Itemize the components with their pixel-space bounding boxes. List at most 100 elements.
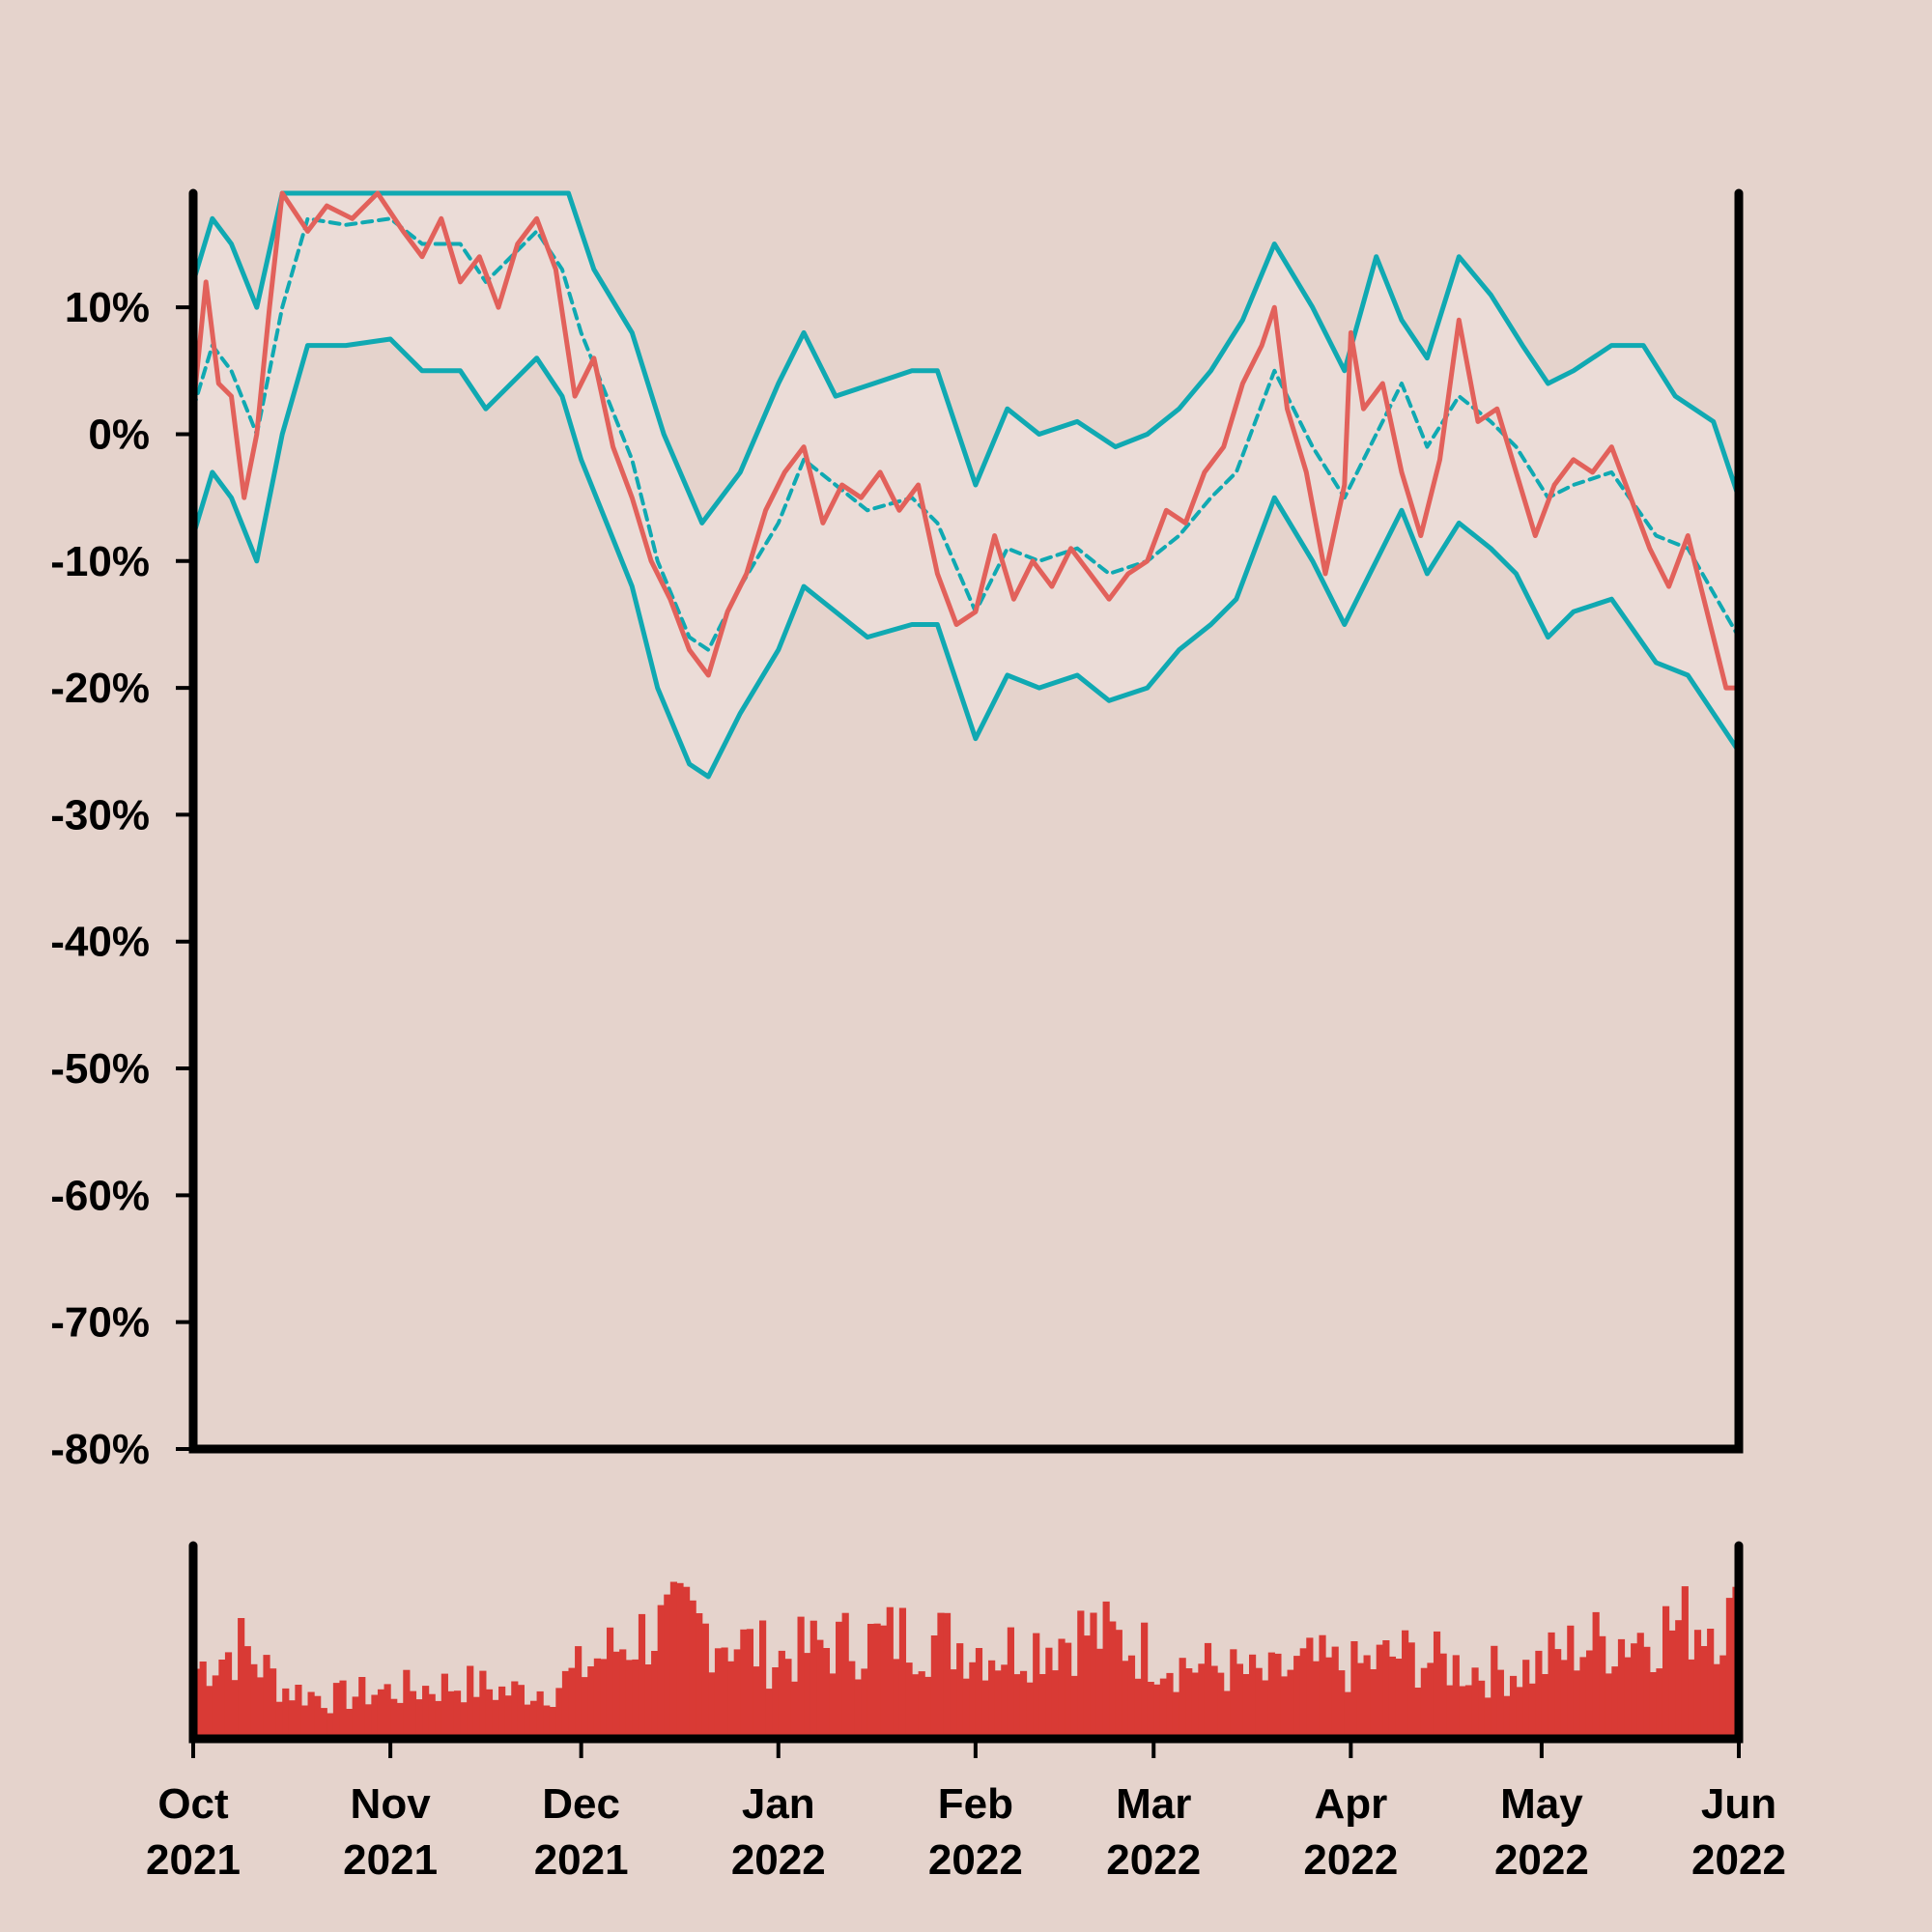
volume-bar [619, 1649, 627, 1739]
volume-bar [517, 1685, 525, 1739]
volume-bar [1548, 1632, 1555, 1739]
volume-bar [206, 1686, 213, 1739]
volume-bar [1605, 1673, 1612, 1739]
volume-bar [320, 1708, 327, 1739]
volume-bar [1077, 1610, 1085, 1739]
volume-bar [1127, 1655, 1136, 1739]
volume-bar [740, 1629, 748, 1739]
y-tick-label: -60% [50, 1172, 150, 1219]
volume-bar [1509, 1675, 1518, 1739]
volume-bar [371, 1694, 379, 1739]
volume-bar [1262, 1680, 1269, 1739]
volume-bar [1631, 1643, 1638, 1739]
volume-bar [199, 1662, 207, 1739]
volume-bar [529, 1700, 538, 1739]
volume-bar [1236, 1663, 1244, 1739]
volume-bar [224, 1652, 233, 1739]
volume-bar [1325, 1657, 1333, 1739]
volume-bar [981, 1680, 989, 1739]
volume-bar [339, 1680, 347, 1739]
volume-bar [1471, 1667, 1479, 1739]
x-tick-year: 2022 [1494, 1836, 1589, 1884]
volume-bar [1700, 1646, 1708, 1739]
y-tick-label: -30% [50, 791, 150, 838]
volume-bar [243, 1646, 251, 1739]
upper-band-line [190, 190, 1742, 526]
volume-bar [472, 1696, 480, 1739]
volume-bar [632, 1659, 639, 1739]
volume-bar [364, 1704, 372, 1739]
volume-bar [664, 1594, 671, 1739]
volume-bar [524, 1704, 531, 1739]
volume-bars [193, 1581, 1740, 1739]
volume-bar [606, 1627, 614, 1739]
volume-bar [1402, 1630, 1409, 1739]
volume-bar [1611, 1666, 1619, 1739]
volume-bar [683, 1586, 691, 1739]
volume-bar [784, 1659, 792, 1739]
volume-bar [1484, 1697, 1492, 1739]
x-tick-label: Apr 2022 [1303, 1780, 1398, 1884]
volume-bar [816, 1639, 824, 1739]
volume-bar [1567, 1625, 1575, 1739]
volume-bar [275, 1701, 283, 1739]
volume-bar [1267, 1652, 1275, 1739]
volume-bar [778, 1650, 785, 1739]
volume-bar [969, 1662, 977, 1739]
volume-bar [1287, 1669, 1294, 1739]
x-tick-year: 2021 [534, 1836, 629, 1884]
x-tick-year: 2021 [146, 1836, 241, 1884]
volume-bar [1554, 1649, 1562, 1739]
volume-bar [1496, 1669, 1504, 1739]
volume-bar [1223, 1690, 1231, 1739]
y-axis: 10% 0% -10% -20% -30% -40% -50% -60% -70% -80% [50, 284, 193, 1473]
volume-bar [1503, 1695, 1511, 1739]
volume-bar [937, 1612, 945, 1739]
volume-bar [893, 1659, 900, 1739]
volume-bar [1312, 1661, 1321, 1739]
volume-bar [905, 1662, 913, 1739]
y-tick-label: -10% [50, 538, 150, 585]
volume-bar [657, 1605, 665, 1739]
volume-bar [1516, 1687, 1523, 1739]
volume-bar [1159, 1678, 1167, 1739]
volume-bar [804, 1653, 811, 1739]
volume-bar [1370, 1669, 1378, 1739]
volume-bar [721, 1647, 728, 1739]
volume-bar [772, 1667, 780, 1739]
volume-bar [625, 1660, 633, 1739]
volume-bar [1713, 1663, 1720, 1739]
volume-bar [1147, 1682, 1154, 1739]
volume-bar [765, 1689, 773, 1739]
volume-bar [1452, 1655, 1460, 1739]
volume-bar [727, 1661, 735, 1739]
volume-bar [810, 1620, 817, 1739]
volume-bar [886, 1606, 894, 1739]
volume-bar [1433, 1631, 1441, 1739]
volume-bar [511, 1681, 519, 1739]
volume-bar [1522, 1660, 1530, 1739]
volume-bar [1299, 1648, 1307, 1739]
x-tick-label: Oct 2021 [146, 1780, 241, 1884]
volume-bar [1095, 1648, 1104, 1739]
volume-bar [1306, 1637, 1314, 1739]
x-tick-month: Nov [351, 1780, 432, 1828]
volume-bar [440, 1673, 448, 1739]
volume-bar [1528, 1683, 1536, 1739]
volume-bar [867, 1624, 875, 1739]
main-chart-frame [188, 188, 1744, 1454]
volume-bar [854, 1679, 862, 1739]
y-tick-label: -50% [50, 1045, 150, 1093]
volume-bar [428, 1693, 436, 1739]
volume-bar [1019, 1670, 1028, 1739]
volume-bar [1255, 1667, 1263, 1739]
volume-bar [1172, 1691, 1180, 1739]
volume-bar [1388, 1656, 1397, 1739]
volume-bar [504, 1695, 512, 1739]
x-tick-year: 2022 [928, 1836, 1023, 1884]
volume-bar [733, 1649, 741, 1739]
volume-bar [1350, 1641, 1358, 1739]
volume-bar [1579, 1657, 1587, 1739]
volume-bar [930, 1635, 938, 1739]
